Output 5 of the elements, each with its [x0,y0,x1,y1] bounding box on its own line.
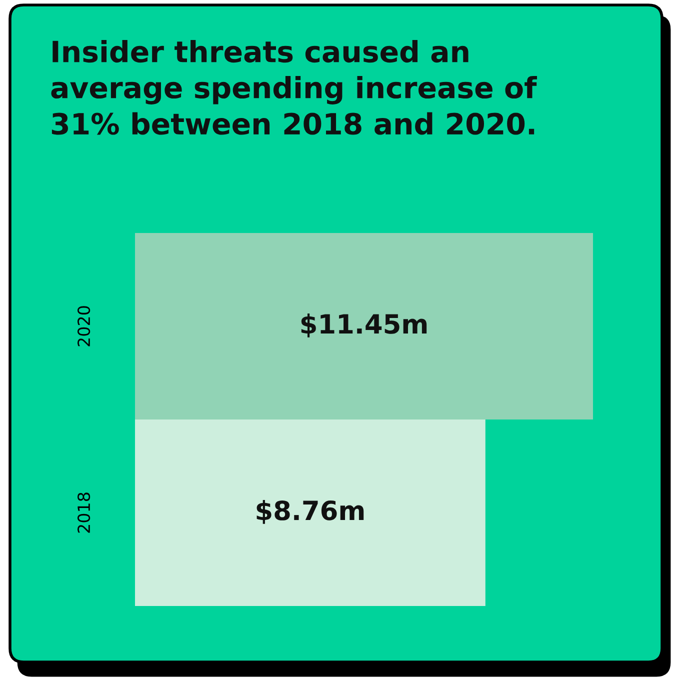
y-tick-label: 2020 [77,306,90,346]
y-tick-label: 2018 [77,492,90,533]
data-label: $8.76m [256,500,364,524]
data-label: $11.45m [301,313,427,338]
chart-title: Insider threats caused an average spending increase of 31% between 2018 and 2020. [51,40,537,135]
